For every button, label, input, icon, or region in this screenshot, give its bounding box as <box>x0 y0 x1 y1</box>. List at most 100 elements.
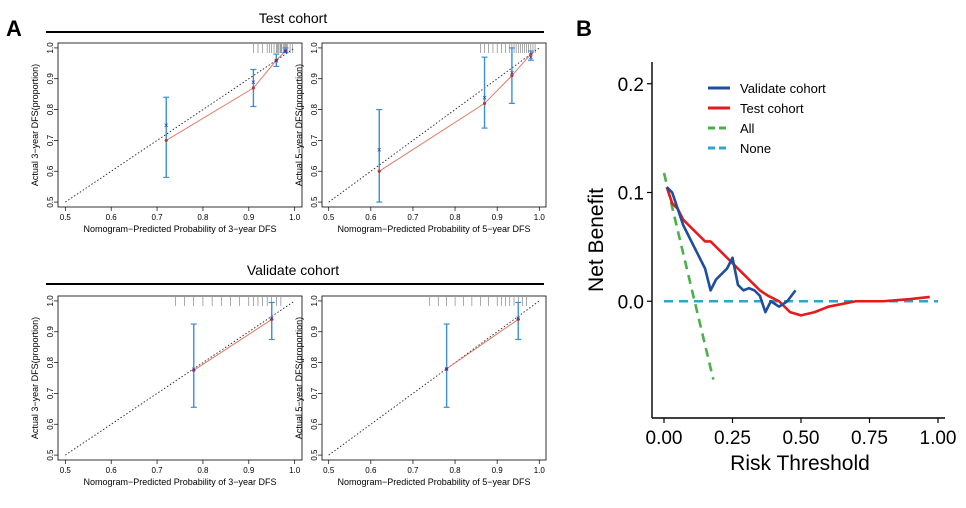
y-tick-label: 0.0 <box>618 292 644 313</box>
y-tick-label: 0.5 <box>46 449 55 461</box>
x-tick-label: 0.6 <box>365 466 377 475</box>
legend-label: Validate cohort <box>740 81 826 96</box>
x-tick-label: 0.7 <box>152 466 164 475</box>
corrected-point: × <box>377 146 382 155</box>
x-tick-label: 0.8 <box>449 213 461 222</box>
decision-curve: 0.0 0.1 0.2 0.00 0.25 0.50 0.75 1.00 Risk Thresh… <box>585 62 956 475</box>
y-axis-label: Net Benefit <box>585 188 608 292</box>
x-tick-label: 1.0 <box>289 213 301 222</box>
x-axis-label: Nomogram−Predicted Probability of 3−year… <box>83 224 276 234</box>
y-tick-label: 0.9 <box>310 326 319 338</box>
observed-point <box>283 49 288 53</box>
observed-point <box>251 86 255 90</box>
corrected-point: × <box>164 121 169 130</box>
y-tick-label: 0.6 <box>310 165 319 177</box>
y-tick-label: 0.6 <box>46 165 55 177</box>
y-tick-label: 1.0 <box>310 42 319 54</box>
y-tick-label: 0.1 <box>618 184 644 205</box>
y-tick-label: 0.9 <box>46 326 55 338</box>
y-tick-label: 0.8 <box>310 103 319 115</box>
calibration-validate-3yr: 0.5 0.6 0.7 0.8 0.9 1.0 0.5 0.6 0.7 0.8 0.9 1.0 Nomo… <box>30 295 303 487</box>
calibration-test-3yr: 0.5 0.6 0.7 0.8 0.9 1.0 0.5 0.6 0.7 0.8 0.9 1.0 Nomo… <box>30 42 303 234</box>
y-axis-label: Actual 5−year DFS(proportion) <box>294 64 304 186</box>
series-line-test-cohort <box>665 186 930 317</box>
x-tick-label: 0.9 <box>243 213 255 222</box>
corrected-point: × <box>444 365 449 374</box>
legend-label: None <box>740 141 771 156</box>
y-tick-label: 0.5 <box>310 196 319 208</box>
observed-point <box>529 52 533 56</box>
x-tick-label: 0.7 <box>152 213 164 222</box>
observed-point <box>482 101 487 106</box>
x-tick-label: 0.5 <box>323 466 335 475</box>
y-tick-label: 0.7 <box>46 134 55 146</box>
observed-point <box>192 368 196 372</box>
ideal-line <box>65 300 295 456</box>
plot-frame <box>321 42 547 208</box>
y-axis-label: Actual 5−year DFS(proportion) <box>294 317 304 439</box>
observed-point <box>510 74 514 78</box>
corrected-point: × <box>251 78 256 87</box>
corrected-point: × <box>482 93 487 102</box>
y-tick-label: 1.0 <box>46 42 55 54</box>
x-tick-label: 0.75 <box>851 428 888 449</box>
observed-point <box>377 169 381 173</box>
panel-b-letter: B <box>576 16 592 41</box>
observed-line <box>165 50 286 141</box>
y-tick-label: 0.9 <box>46 73 55 85</box>
corrected-point: × <box>283 47 288 56</box>
ideal-line <box>65 47 295 203</box>
x-tick-label: 0.5 <box>60 213 72 222</box>
observed-point <box>164 138 168 143</box>
y-tick-label: 0.8 <box>46 356 55 368</box>
plot-frame <box>321 295 547 461</box>
observed-point <box>274 58 278 62</box>
x-tick-label: 0.8 <box>197 466 209 475</box>
test-cohort-header: Test cohort <box>259 10 328 26</box>
corrected-point: × <box>269 314 274 323</box>
y-tick-label: 0.6 <box>46 418 55 430</box>
x-axis-label: Nomogram−Predicted Probability of 5−year… <box>337 477 530 487</box>
y-tick-label: 0.6 <box>310 418 319 430</box>
y-tick-label: 0.5 <box>46 196 55 208</box>
series-line-validate-cohort <box>665 186 797 314</box>
x-tick-label: 0.7 <box>407 466 419 475</box>
legend-label: All <box>740 121 755 136</box>
y-axis-label: Actual 3−year DFS(proportion) <box>30 317 40 439</box>
y-tick-label: 0.9 <box>310 73 319 85</box>
panel-a-letter: A <box>6 16 22 41</box>
ideal-line <box>328 47 540 203</box>
y-tick-label: 0.7 <box>46 387 55 399</box>
ideal-line <box>328 300 540 456</box>
corrected-point: × <box>510 69 515 78</box>
observed-line <box>446 319 519 370</box>
y-tick-label: 0.7 <box>310 134 319 146</box>
x-tick-label: 0.25 <box>714 428 751 449</box>
observed-point <box>445 367 449 371</box>
x-tick-label: 0.8 <box>449 466 461 475</box>
y-tick-label: 0.8 <box>310 356 319 368</box>
x-axis-label: Risk Threshold <box>730 452 870 475</box>
corrected-point: × <box>191 365 196 374</box>
corrected-point: × <box>516 314 521 323</box>
corrected-point: × <box>529 53 534 62</box>
calibration-validate-5yr: 0.5 0.6 0.7 0.8 0.9 1.0 0.5 0.6 0.7 0.8 0.9 1.0 Nomo… <box>294 295 547 487</box>
x-tick-label: 0.9 <box>492 213 504 222</box>
legend-label: Test cohort <box>740 101 804 116</box>
x-axis-label: Nomogram−Predicted Probability of 3−year… <box>83 477 276 487</box>
validate-cohort-header: Validate cohort <box>247 262 339 278</box>
plot-frame <box>57 42 303 208</box>
y-tick-label: 0.5 <box>310 449 319 461</box>
y-tick-label: 0.8 <box>46 103 55 115</box>
observed-point <box>516 317 520 322</box>
x-tick-label: 0.6 <box>106 213 118 222</box>
x-tick-label: 0.00 <box>646 428 683 449</box>
y-tick-label: 0.7 <box>310 387 319 399</box>
y-tick-label: 0.2 <box>618 75 644 96</box>
x-tick-label: 1.0 <box>534 213 546 222</box>
x-tick-label: 1.0 <box>289 466 301 475</box>
observed-point <box>270 317 274 322</box>
y-tick-label: 1.0 <box>310 295 319 307</box>
